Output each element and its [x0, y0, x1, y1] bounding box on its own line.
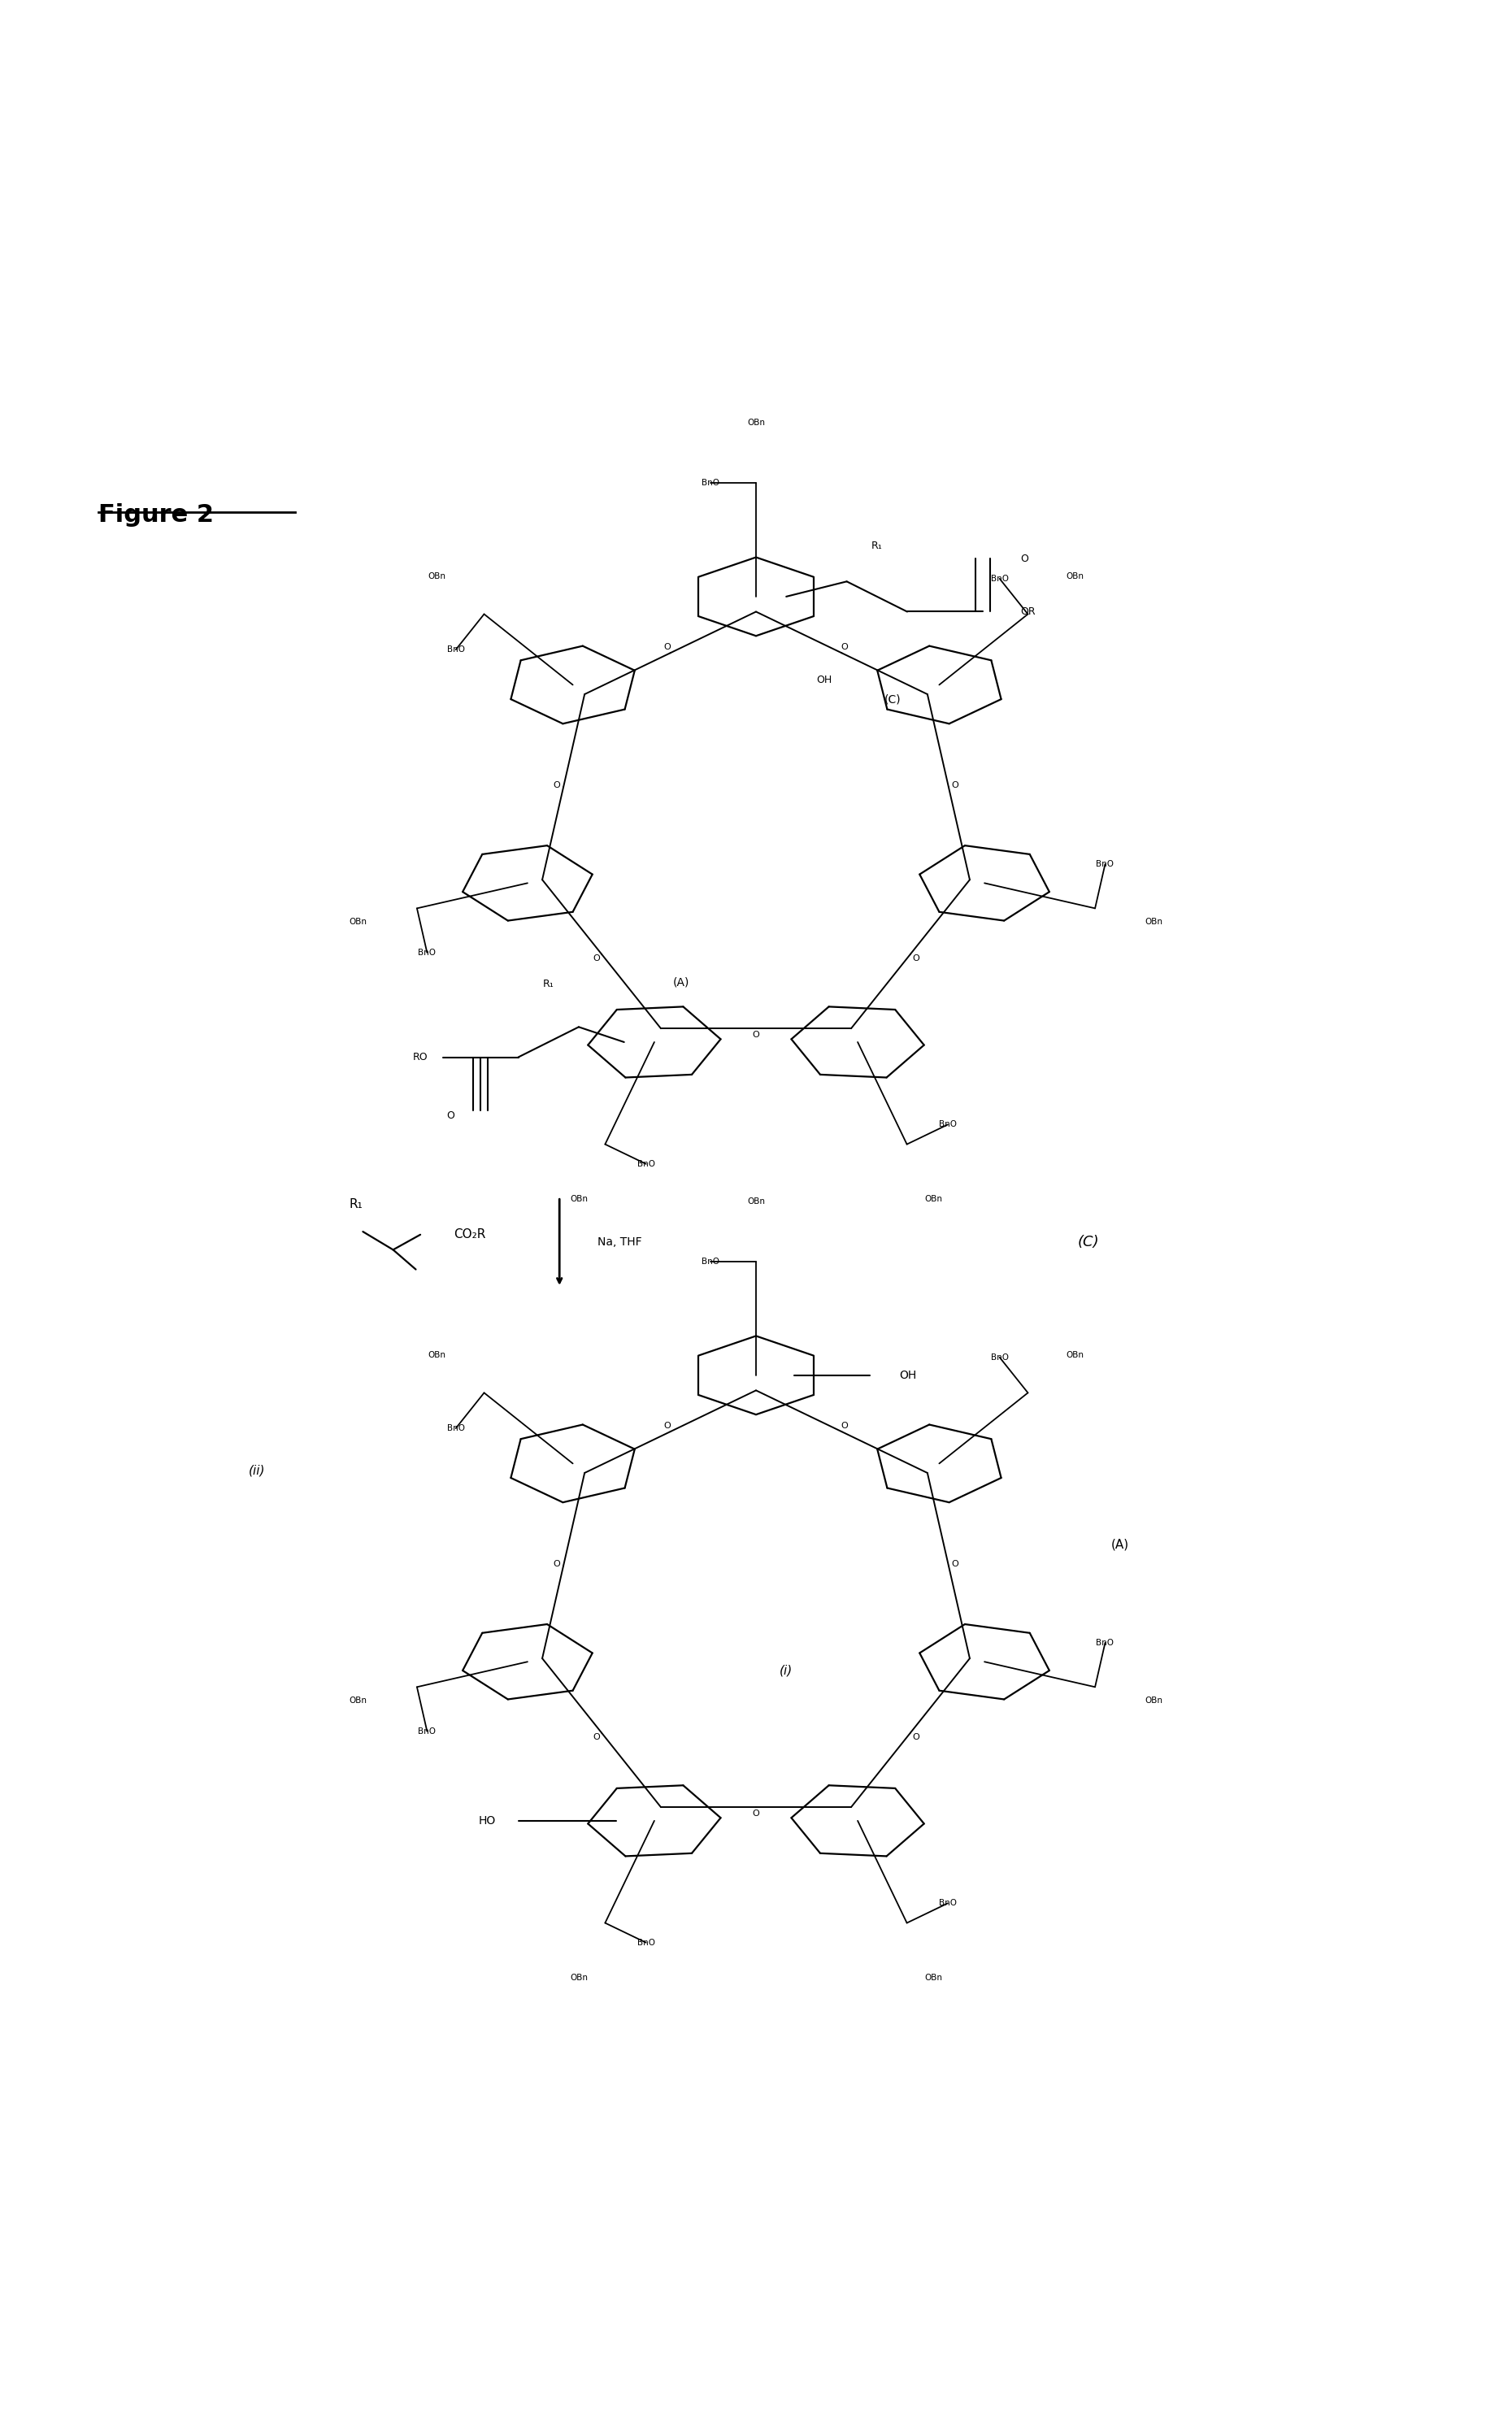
- Text: O: O: [593, 954, 600, 963]
- Text: OH: OH: [816, 674, 832, 686]
- Text: RO: RO: [413, 1051, 428, 1063]
- Text: O: O: [753, 1032, 759, 1039]
- Text: O: O: [912, 1732, 919, 1742]
- Text: R₁: R₁: [871, 540, 883, 552]
- Text: O: O: [664, 642, 671, 652]
- Text: Na, THF: Na, THF: [597, 1236, 641, 1248]
- Text: OBn: OBn: [1145, 1696, 1163, 1706]
- Text: O: O: [446, 1109, 454, 1122]
- Text: OBn: OBn: [428, 572, 446, 581]
- Text: OBn: OBn: [747, 1197, 765, 1204]
- Text: O: O: [593, 1732, 600, 1742]
- Text: OBn: OBn: [747, 418, 765, 426]
- Text: OBn: OBn: [428, 1350, 446, 1360]
- Text: O: O: [1021, 552, 1028, 564]
- Text: O: O: [951, 1560, 959, 1569]
- Text: OR: OR: [1021, 606, 1036, 618]
- Text: O: O: [553, 781, 561, 791]
- Text: O: O: [841, 642, 848, 652]
- Text: BnO: BnO: [637, 1939, 655, 1946]
- Text: OBn: OBn: [570, 1973, 588, 1980]
- Text: (ii): (ii): [248, 1465, 266, 1477]
- Text: CO₂R: CO₂R: [454, 1229, 485, 1241]
- Text: BnO: BnO: [939, 1900, 957, 1907]
- Text: BnO: BnO: [702, 1258, 720, 1265]
- Text: BnO: BnO: [939, 1122, 957, 1129]
- Text: OBn: OBn: [570, 1195, 588, 1202]
- Text: HO: HO: [478, 1815, 496, 1827]
- Text: O: O: [753, 1810, 759, 1817]
- Text: BnO: BnO: [1096, 859, 1114, 869]
- Text: BnO: BnO: [990, 1353, 1009, 1362]
- Text: O: O: [841, 1421, 848, 1431]
- Text: BnO: BnO: [419, 1727, 435, 1735]
- Text: BnO: BnO: [637, 1161, 655, 1168]
- Text: OBn: OBn: [924, 1973, 942, 1980]
- Text: BnO: BnO: [990, 574, 1009, 584]
- Text: OBn: OBn: [1066, 572, 1084, 581]
- Text: (C): (C): [1078, 1236, 1099, 1251]
- Text: BnO: BnO: [419, 949, 435, 956]
- Text: BnO: BnO: [1096, 1640, 1114, 1647]
- Text: OBn: OBn: [924, 1195, 942, 1202]
- Text: (C): (C): [885, 693, 901, 706]
- Text: OH: OH: [900, 1370, 916, 1382]
- Text: OBn: OBn: [1145, 917, 1163, 927]
- Text: R₁: R₁: [543, 978, 553, 990]
- Text: O: O: [664, 1421, 671, 1431]
- Text: (A): (A): [673, 976, 689, 988]
- Text: O: O: [951, 781, 959, 791]
- Text: Figure 2: Figure 2: [98, 504, 213, 526]
- Text: OBn: OBn: [349, 917, 367, 927]
- Text: BnO: BnO: [448, 645, 464, 654]
- Text: (A): (A): [1111, 1538, 1129, 1550]
- Text: BnO: BnO: [702, 479, 720, 487]
- Text: BnO: BnO: [448, 1423, 464, 1433]
- Text: O: O: [912, 954, 919, 963]
- Text: (i): (i): [780, 1664, 792, 1676]
- Text: OBn: OBn: [1066, 1350, 1084, 1360]
- Text: R₁: R₁: [349, 1199, 363, 1212]
- Text: O: O: [553, 1560, 561, 1569]
- Text: OBn: OBn: [349, 1696, 367, 1706]
